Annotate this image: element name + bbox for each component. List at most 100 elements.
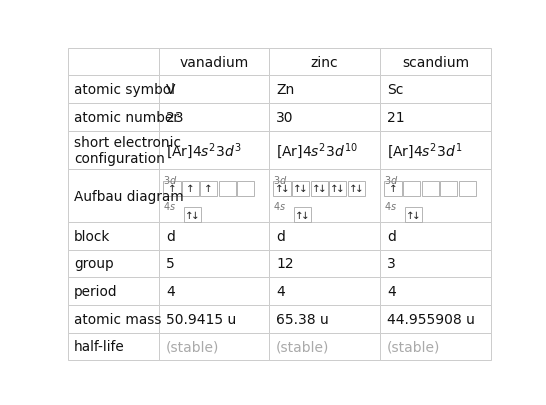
Text: ↓: ↓	[301, 210, 310, 220]
Bar	[269, 104, 380, 132]
Text: d: d	[276, 229, 285, 243]
Text: ↓: ↓	[336, 184, 345, 194]
Text: d: d	[166, 229, 175, 243]
Text: ↑: ↑	[168, 184, 176, 194]
Bar	[68, 76, 159, 104]
Text: Zn: Zn	[276, 83, 294, 97]
Text: block: block	[74, 229, 110, 243]
Text: ↑: ↑	[185, 210, 194, 220]
Text: $3d$: $3d$	[274, 173, 288, 185]
Text: ↑: ↑	[293, 184, 302, 194]
Bar	[269, 49, 380, 76]
Text: ↓: ↓	[355, 184, 364, 194]
Bar	[159, 49, 269, 76]
Text: 21: 21	[387, 111, 405, 125]
Bar	[159, 333, 269, 360]
Bar	[68, 305, 159, 333]
Text: d: d	[387, 229, 396, 243]
Text: 65.38 u: 65.38 u	[276, 312, 329, 326]
Bar	[218, 181, 236, 196]
Bar	[68, 49, 159, 76]
Bar	[269, 277, 380, 305]
Bar	[380, 104, 491, 132]
Text: $4s$: $4s$	[274, 200, 287, 211]
Text: (stable): (stable)	[387, 340, 440, 354]
Bar	[237, 181, 254, 196]
Bar	[380, 132, 491, 170]
Text: atomic symbol: atomic symbol	[74, 83, 175, 97]
Text: (stable): (stable)	[276, 340, 329, 354]
Text: ↓: ↓	[191, 210, 200, 220]
Text: configuration: configuration	[74, 151, 165, 165]
Text: V: V	[166, 83, 175, 97]
Bar	[380, 76, 491, 104]
Bar	[403, 181, 420, 196]
Text: 5: 5	[166, 257, 175, 271]
Bar	[292, 181, 309, 196]
Bar	[274, 181, 290, 196]
Bar	[184, 207, 201, 222]
Bar	[68, 104, 159, 132]
Text: half-life: half-life	[74, 340, 125, 354]
Bar	[380, 49, 491, 76]
Text: vanadium: vanadium	[180, 55, 249, 69]
Text: ↑: ↑	[330, 184, 339, 194]
Bar	[68, 222, 159, 250]
Bar	[182, 181, 199, 196]
Text: scandium: scandium	[402, 55, 470, 69]
Bar	[159, 277, 269, 305]
Bar	[405, 207, 422, 222]
Text: ↓: ↓	[281, 184, 289, 194]
Text: ↓: ↓	[318, 184, 327, 194]
Bar	[269, 132, 380, 170]
Text: 4: 4	[166, 284, 175, 298]
Bar	[159, 222, 269, 250]
Text: 30: 30	[276, 111, 294, 125]
Bar	[380, 333, 491, 360]
Text: ↑: ↑	[389, 184, 397, 194]
Bar	[380, 277, 491, 305]
Text: 50.9415 u: 50.9415 u	[166, 312, 236, 326]
Text: 4: 4	[276, 284, 285, 298]
Bar	[380, 305, 491, 333]
Text: 12: 12	[276, 257, 294, 271]
Bar	[294, 207, 311, 222]
Bar	[311, 181, 328, 196]
Bar	[68, 250, 159, 277]
Bar	[269, 305, 380, 333]
Text: ↑: ↑	[349, 184, 358, 194]
Text: atomic number: atomic number	[74, 111, 179, 125]
Text: ↑: ↑	[406, 210, 415, 220]
Bar	[384, 181, 402, 196]
Bar	[269, 76, 380, 104]
Bar	[159, 250, 269, 277]
Text: ↑: ↑	[295, 210, 304, 220]
Text: $3d$: $3d$	[163, 173, 178, 185]
Bar	[269, 250, 380, 277]
Text: Aufbau diagram: Aufbau diagram	[74, 189, 184, 203]
Bar	[440, 181, 458, 196]
Bar	[380, 250, 491, 277]
Bar	[68, 170, 159, 222]
Bar	[159, 76, 269, 104]
Bar	[200, 181, 217, 196]
Text: short electronic: short electronic	[74, 136, 181, 150]
Text: $[\mathrm{Ar}]4s^23d^3$: $[\mathrm{Ar}]4s^23d^3$	[166, 141, 241, 160]
Text: ↓: ↓	[412, 210, 421, 220]
Text: 3: 3	[387, 257, 396, 271]
Text: group: group	[74, 257, 114, 271]
Bar	[269, 222, 380, 250]
Text: zinc: zinc	[311, 55, 339, 69]
Bar	[269, 333, 380, 360]
Text: ↓: ↓	[299, 184, 308, 194]
Bar	[159, 132, 269, 170]
Bar	[159, 170, 269, 222]
Text: $4s$: $4s$	[384, 200, 397, 211]
Text: atomic mass: atomic mass	[74, 312, 162, 326]
Bar	[159, 104, 269, 132]
Bar	[380, 222, 491, 250]
Bar	[348, 181, 365, 196]
Bar	[459, 181, 476, 196]
Text: ↑: ↑	[186, 184, 195, 194]
Text: ↑: ↑	[312, 184, 321, 194]
